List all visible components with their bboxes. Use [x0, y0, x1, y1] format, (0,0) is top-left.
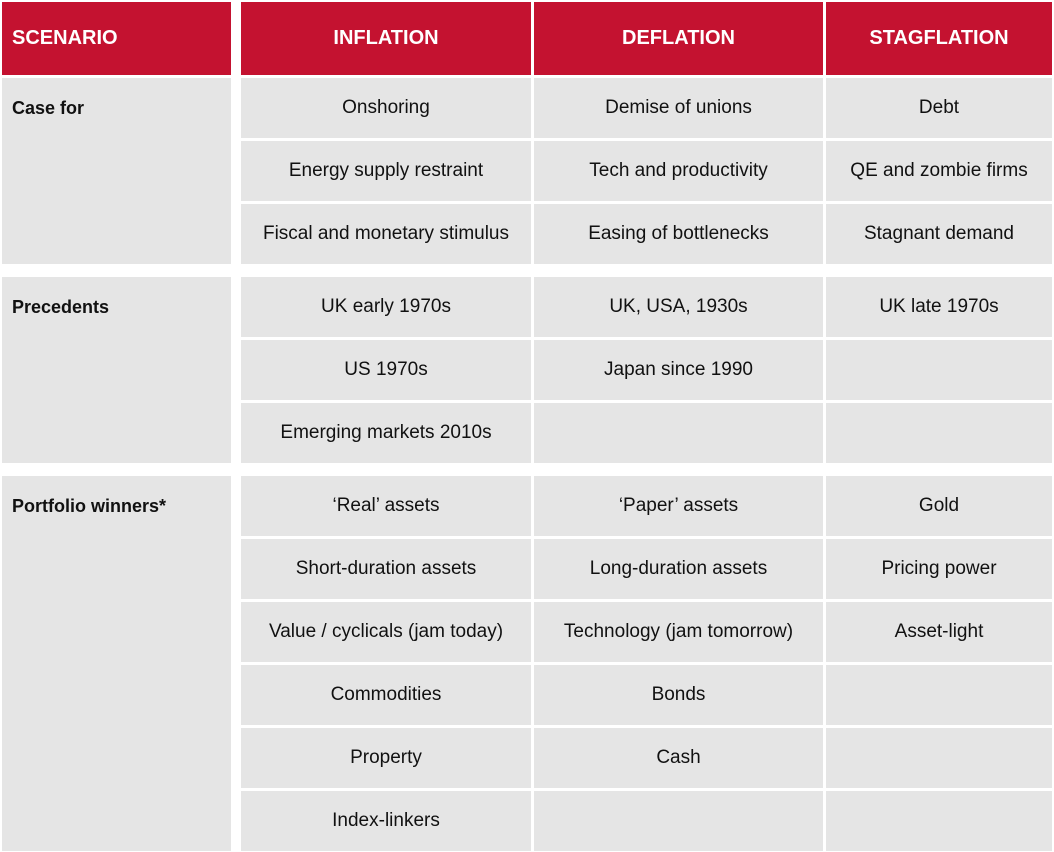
table-cell: Stagnant demand [826, 204, 1052, 264]
table-cell: Japan since 1990 [534, 340, 823, 400]
row-group-label: Case for [2, 78, 231, 264]
table-cell: Cash [534, 728, 823, 788]
table-cell: Energy supply restraint [241, 141, 531, 201]
header-cell: DEFLATION [534, 2, 823, 75]
table-cell [826, 665, 1052, 725]
table-cell: Fiscal and monetary stimulus [241, 204, 531, 264]
table-cell: Onshoring [241, 78, 531, 138]
table-cell [534, 791, 823, 851]
table-cell: US 1970s [241, 340, 531, 400]
table-cell: Gold [826, 476, 1052, 536]
table-cell [826, 791, 1052, 851]
row-group-label: Portfolio winners* [2, 476, 231, 851]
header-cell: SCENARIO [2, 2, 231, 75]
table-cell [826, 340, 1052, 400]
table-cell: UK late 1970s [826, 277, 1052, 337]
row-group-label: Precedents [2, 277, 231, 463]
table-cell: ‘Real’ assets [241, 476, 531, 536]
table-cell: UK early 1970s [241, 277, 531, 337]
table-cell: Bonds [534, 665, 823, 725]
table-cell [826, 728, 1052, 788]
table-cell [826, 403, 1052, 463]
table-cell: Commodities [241, 665, 531, 725]
table-cell: Index-linkers [241, 791, 531, 851]
table-cell: Asset-light [826, 602, 1052, 662]
table-cell: ‘Paper’ assets [534, 476, 823, 536]
table-cell: Tech and productivity [534, 141, 823, 201]
table-cell: Short-duration assets [241, 539, 531, 599]
table-cell [534, 403, 823, 463]
table-cell: Technology (jam tomorrow) [534, 602, 823, 662]
header-cell: STAGFLATION [826, 2, 1052, 75]
table-cell: Debt [826, 78, 1052, 138]
table-cell: Emerging markets 2010s [241, 403, 531, 463]
header-cell: INFLATION [241, 2, 531, 75]
table-cell: Demise of unions [534, 78, 823, 138]
table-cell: Value / cyclicals (jam today) [241, 602, 531, 662]
table-cell: Long-duration assets [534, 539, 823, 599]
table-cell: Property [241, 728, 531, 788]
table-cell: Pricing power [826, 539, 1052, 599]
table-cell: Easing of bottlenecks [534, 204, 823, 264]
table-cell: QE and zombie firms [826, 141, 1052, 201]
table-cell: UK, USA, 1930s [534, 277, 823, 337]
